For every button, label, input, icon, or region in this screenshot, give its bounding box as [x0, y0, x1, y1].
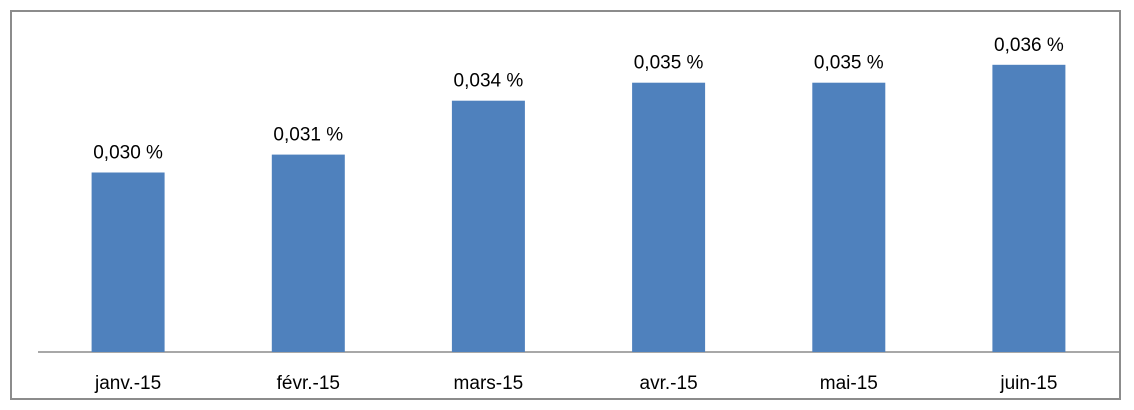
- chart-frame: [10, 10, 1121, 400]
- bar-mars-15: [451, 100, 525, 352]
- data-label: 0,036 %: [994, 35, 1064, 56]
- bar-mai-15: [812, 82, 886, 352]
- x-tick-label: mars-15: [454, 373, 524, 394]
- data-label: 0,034 %: [454, 71, 524, 92]
- data-label: 0,031 %: [273, 125, 343, 146]
- x-tick-label: mai-15: [820, 373, 878, 394]
- data-label: 0,035 %: [634, 53, 704, 74]
- x-tick-label: avr.-15: [640, 373, 698, 394]
- bar-juin-15: [992, 64, 1066, 353]
- x-tick-label: juin-15: [999, 373, 1057, 394]
- bar-févr.-15: [271, 154, 345, 352]
- bar-janv.-15: [91, 172, 165, 352]
- data-labels-layer: 0,030 % 0,031 % 0,034 % 0,035 % 0,035 % 0,036…: [93, 35, 1064, 164]
- x-tick-labels-layer: janv.-15 févr.-15 mars-15 avr.-15 mai-15 juin…: [94, 373, 1057, 394]
- bars-layer: [91, 64, 1066, 353]
- data-label: 0,030 %: [93, 143, 163, 164]
- x-tick-label: févr.-15: [277, 373, 340, 394]
- bar-avr.-15: [632, 82, 706, 352]
- x-tick-label: janv.-15: [94, 373, 161, 394]
- data-label: 0,035 %: [814, 53, 884, 74]
